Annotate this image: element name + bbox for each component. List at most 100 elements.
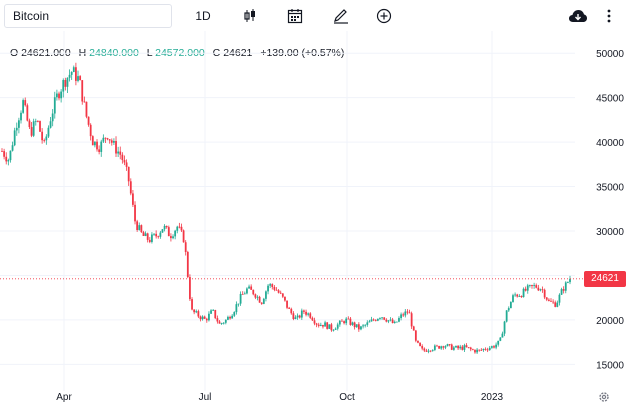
x-tick-label: Apr (56, 392, 72, 403)
candle-body (505, 310, 508, 322)
candle-body (205, 318, 208, 321)
candle-body (184, 242, 187, 252)
candle-body (305, 311, 307, 315)
candle-body (533, 285, 536, 286)
candle-body (148, 239, 151, 242)
candle-body (119, 151, 122, 155)
candle-body (34, 120, 37, 122)
candle-body (431, 349, 434, 351)
download-button[interactable] (565, 4, 591, 28)
candle-body (176, 226, 179, 231)
candle-body (469, 347, 472, 350)
candle-body (79, 76, 82, 81)
candle-body (455, 345, 457, 348)
candle-body (159, 232, 162, 237)
candle-body (191, 299, 193, 310)
candle-body (11, 145, 14, 151)
candle-body (495, 344, 497, 348)
candle-body (512, 295, 514, 302)
candle-body (36, 120, 39, 122)
candle-body (13, 130, 16, 146)
candle-body (254, 294, 257, 298)
candle-body (558, 294, 561, 303)
candle-body (381, 317, 383, 319)
candle-body (461, 346, 464, 350)
candle-body (281, 293, 284, 297)
candle-body (265, 291, 267, 299)
drawing-tools-button[interactable] (328, 4, 354, 28)
candle-body (501, 333, 504, 338)
candle-body (452, 347, 455, 350)
candle-body (260, 302, 263, 304)
candle-body (123, 160, 126, 163)
candle-body (322, 324, 324, 327)
candle-body (108, 139, 111, 141)
y-tick-label: 40000 (596, 138, 624, 149)
candle-body (100, 141, 103, 152)
candle-body (277, 290, 280, 293)
candle-body (556, 302, 559, 307)
gear-icon[interactable] (597, 390, 611, 404)
candle-body (400, 314, 402, 319)
symbol-search-input[interactable]: Bitcoin (4, 4, 172, 28)
candle-body (279, 292, 282, 294)
candle-body (520, 296, 523, 298)
candle-body (562, 289, 565, 291)
candle-body (334, 328, 337, 330)
candle-body (241, 293, 244, 295)
more-options-button[interactable] (596, 4, 622, 28)
candle-body (81, 80, 84, 102)
candle-body (414, 330, 417, 341)
candle-body (364, 324, 367, 326)
candle-body (398, 318, 400, 322)
candle-body (110, 140, 113, 143)
candle-body (248, 286, 250, 289)
candle-body (170, 236, 172, 239)
candle-body (5, 156, 8, 162)
candle-body (165, 225, 168, 228)
candle-body (55, 93, 58, 98)
y-tick-label: 30000 (596, 227, 624, 238)
candle-body (64, 80, 67, 87)
candle-body (9, 150, 12, 161)
candle-body (366, 322, 369, 325)
candle-body (474, 349, 476, 353)
date-range-button[interactable] (282, 4, 308, 28)
candle-body (531, 284, 533, 286)
candle-body (389, 319, 392, 321)
candle-body (250, 286, 253, 290)
chart-type-button[interactable] (237, 4, 263, 28)
candle-body (442, 346, 445, 348)
candle-body (199, 316, 202, 320)
candle-body (182, 230, 185, 243)
candle-body (161, 229, 164, 233)
candle-body (537, 287, 540, 291)
add-indicator-button[interactable] (371, 4, 397, 28)
candle-body (125, 162, 128, 167)
candle-body (300, 310, 303, 318)
candle-body (427, 350, 430, 352)
candle-body (552, 301, 555, 303)
candle-body (450, 344, 453, 350)
candle-body (256, 296, 259, 298)
candle-body (32, 121, 35, 136)
candle-body (488, 347, 491, 350)
candle-body (85, 101, 88, 117)
candle-body (497, 340, 500, 345)
candle-body (102, 137, 105, 142)
candle-body (311, 317, 314, 321)
candle-body (376, 318, 379, 321)
candle-body (349, 318, 352, 325)
candle-body (507, 308, 510, 311)
candle-body (448, 344, 451, 346)
candle-body (550, 300, 552, 302)
candle-body (374, 320, 377, 321)
candle-body (132, 193, 134, 205)
candle-body (509, 301, 512, 309)
candle-body (58, 93, 60, 99)
candle-body (298, 315, 301, 318)
candle-body (180, 226, 183, 231)
price-chart[interactable]: 5000045000400003500030000250002000015000… (0, 31, 640, 418)
interval-button[interactable]: 1D (195, 9, 211, 23)
candle-body (332, 329, 335, 331)
